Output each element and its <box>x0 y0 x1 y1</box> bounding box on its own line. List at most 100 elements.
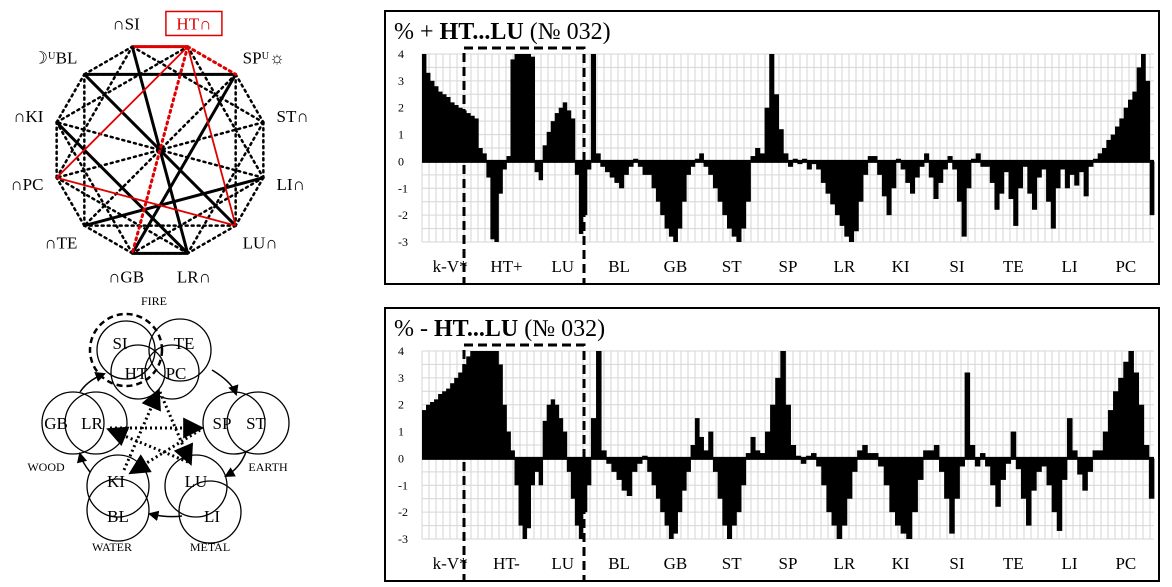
bar <box>478 148 483 162</box>
bar <box>1115 126 1120 162</box>
x-tick-label: GB <box>664 554 688 573</box>
bar <box>750 436 756 459</box>
x-tick-label: BL <box>608 554 630 573</box>
chord-line <box>55 45 189 124</box>
organ-si: SI <box>112 334 127 353</box>
bar <box>1017 161 1024 189</box>
star-node-labels: ∩SI HT∩ SPᵁ☼ ST∩ LI∩ LU∩ LR∩ ∩GB ∩TE ∩PC ∩KI ☽ᵁBL <box>10 10 309 287</box>
bar <box>872 156 878 162</box>
bar <box>438 393 443 459</box>
bar <box>1036 458 1042 472</box>
circle-gb <box>41 391 105 455</box>
star-node-te: ∩TE <box>44 234 77 253</box>
circle-st <box>226 391 290 455</box>
bar <box>631 458 638 472</box>
bar <box>530 56 536 162</box>
bar <box>595 153 601 162</box>
bar <box>621 458 628 491</box>
arrow-earth-metal <box>224 451 247 478</box>
bar <box>660 458 665 513</box>
bar <box>985 458 991 467</box>
bar <box>1041 161 1047 170</box>
bar <box>894 458 902 526</box>
bar <box>722 161 728 216</box>
bar <box>570 118 576 162</box>
red-dotted-ht-sp <box>186 45 238 76</box>
bar <box>933 445 940 459</box>
circle-bl <box>86 478 150 542</box>
bar <box>534 458 540 472</box>
bar <box>974 458 981 467</box>
top-chart-panel: % + HT...LU (№ 032) 4 3 2 1 0 -1 -2 -3 k-V* HT+ LU… <box>384 10 1160 285</box>
bar <box>1143 445 1150 459</box>
bar <box>788 161 794 167</box>
bar <box>494 351 499 459</box>
x-tick-label: LI <box>1062 554 1078 573</box>
bar <box>764 107 770 162</box>
bar <box>590 418 597 459</box>
bar <box>647 161 652 175</box>
bar <box>562 102 568 162</box>
bar <box>668 458 674 539</box>
bar <box>928 161 934 178</box>
bar <box>952 161 958 170</box>
polygon-edge <box>186 224 237 255</box>
bar <box>450 383 455 459</box>
y-tick-label: -2 <box>398 208 408 222</box>
bar <box>570 458 576 499</box>
bar <box>600 161 606 167</box>
bar <box>906 458 913 539</box>
bar <box>1046 458 1053 486</box>
star-node-ki: ∩KI <box>13 107 44 126</box>
meridian-star-diagram: ∩SI HT∩ SPᵁ☼ ST∩ LI∩ LU∩ LR∩ ∩GB ∩TE ∩PC ∩KI ☽ᵁBL <box>10 10 309 287</box>
bar <box>841 458 848 526</box>
five-elements-diagram: SI TE HT PC GB LR SP ST KI LU BL LI FIRE… <box>27 294 290 554</box>
bar <box>647 458 652 472</box>
bar <box>877 161 883 175</box>
bottom-bar-chart: % - HT...LU (№ 032) 4 3 2 1 0 -1 -2 -3 k-V* HT- LU… <box>384 307 1160 582</box>
bar <box>924 153 930 162</box>
x-tick-label: LI <box>1062 257 1078 276</box>
bar <box>780 351 786 459</box>
bar <box>1092 450 1099 459</box>
y-tick-label: 2 <box>398 101 404 115</box>
star-node-st: ST∩ <box>277 107 309 126</box>
bar <box>542 145 548 162</box>
x-tick-label: ST <box>722 554 742 573</box>
bar <box>526 458 531 529</box>
bottom-chart-panel: % - HT...LU (№ 032) 4 3 2 1 0 -1 -2 -3 k-V* HT- LU… <box>384 307 1160 582</box>
control-ki-pc <box>122 388 161 471</box>
bar <box>1128 351 1134 459</box>
red-chord-ht-pc <box>56 46 189 179</box>
bar <box>910 161 916 194</box>
red-chord-ht-lu <box>186 46 237 226</box>
bar <box>651 161 657 189</box>
chord-line <box>55 176 189 255</box>
bar <box>886 161 892 216</box>
bar <box>979 453 986 459</box>
bar <box>703 450 709 459</box>
bar <box>1141 54 1146 162</box>
bar <box>990 458 996 486</box>
organ-bl: BL <box>107 507 129 526</box>
star-node-sp: SPᵁ☼ <box>243 48 285 67</box>
x-tick-label: SI <box>949 554 964 573</box>
bar <box>574 458 580 526</box>
bar <box>830 161 836 205</box>
bar <box>727 161 733 229</box>
bar <box>1022 161 1028 167</box>
bar <box>586 161 592 170</box>
bar <box>626 458 633 497</box>
x-tick-label: PC <box>1115 257 1136 276</box>
bar <box>806 161 812 170</box>
circle-lr <box>64 391 128 455</box>
bar <box>900 161 906 170</box>
bar <box>486 161 491 178</box>
organ-ht: HT <box>125 364 148 383</box>
organ-pc: PC <box>166 364 187 383</box>
y-tick-label: -1 <box>398 181 408 195</box>
bar <box>708 431 714 459</box>
bar <box>502 161 507 170</box>
y-tick-label: -3 <box>398 532 408 546</box>
bar <box>783 153 789 162</box>
